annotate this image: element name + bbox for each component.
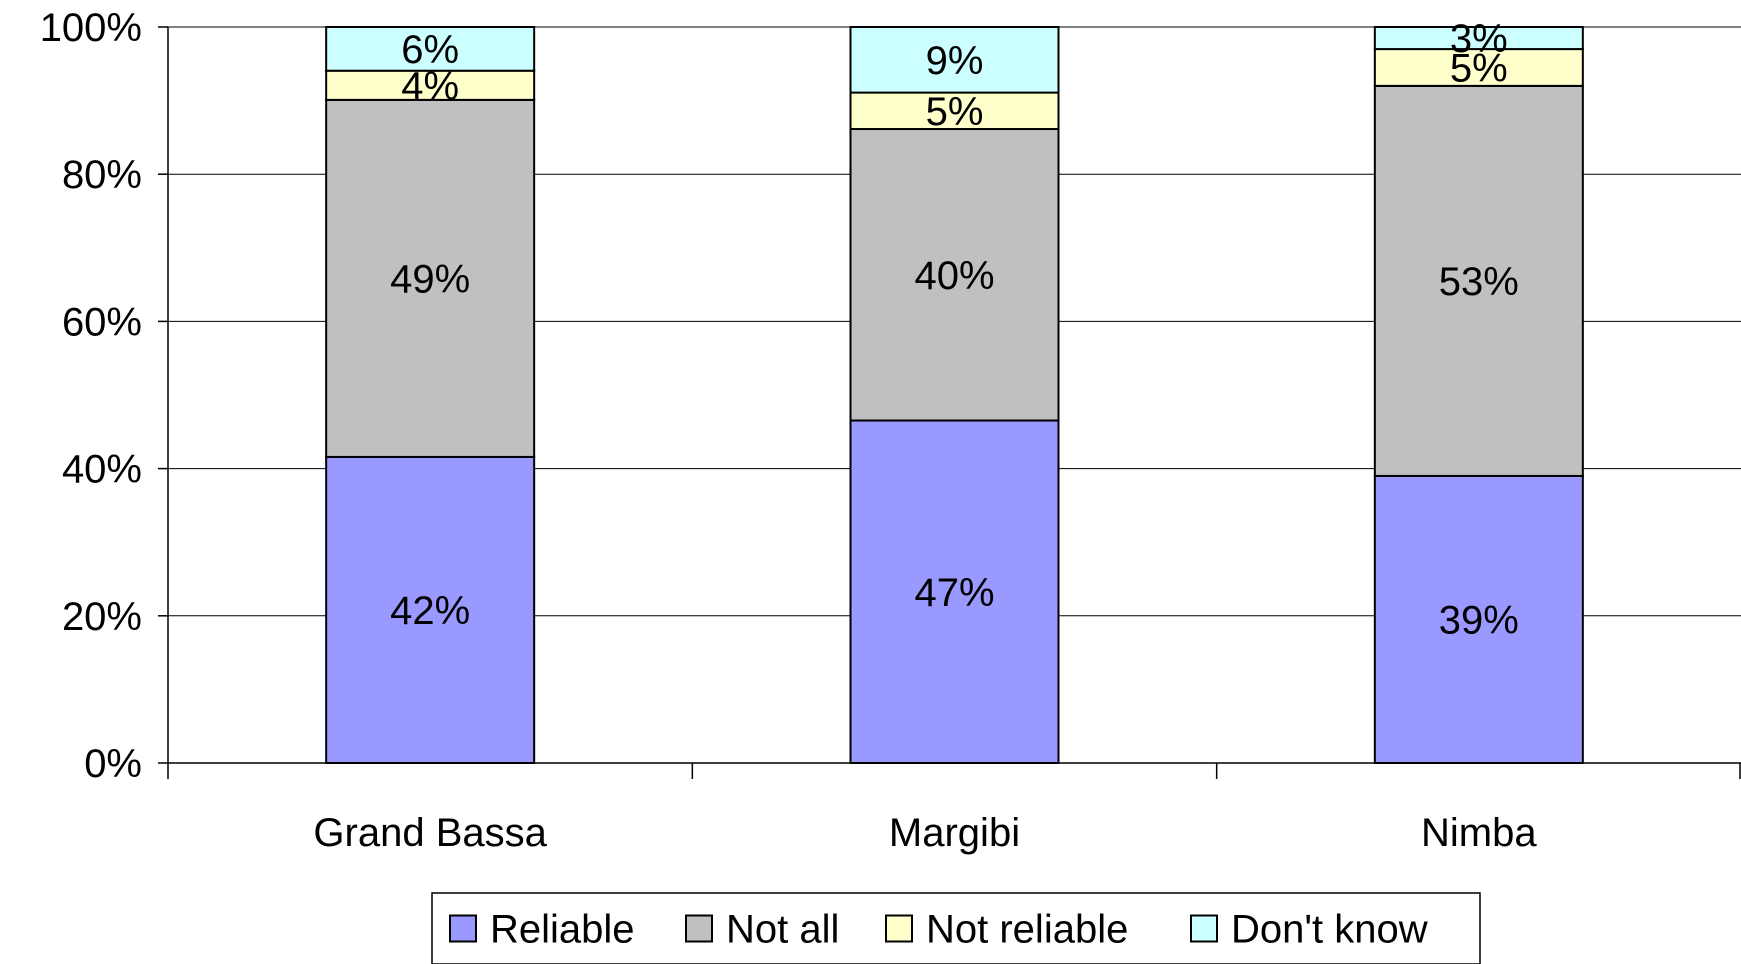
- legend-label-don-t-know: Don't know: [1231, 908, 1428, 952]
- legend-swatch-reliable: [449, 914, 477, 943]
- x-tick-label-nimba: Nimba: [1421, 811, 1537, 855]
- data-label-nimba-not-all: 53%: [1439, 260, 1519, 304]
- data-label-grand-bassa-not-reliable: 4%: [401, 64, 459, 108]
- data-label-margibi-not-all: 40%: [914, 254, 994, 298]
- y-tick-label: 100%: [40, 6, 142, 50]
- bar-grand-bassa-not-reliable: [325, 69, 536, 101]
- data-labels: 42%49%4%6%47%40%5%9%39%53%5%3%: [390, 17, 1519, 642]
- y-tick-label: 0%: [84, 742, 142, 786]
- bars: [325, 26, 1584, 764]
- data-label-grand-bassa-not-all: 49%: [390, 257, 470, 301]
- bar-nimba-don-t-know: [1373, 26, 1584, 51]
- x-tick-label-grand-bassa: Grand Bassa: [313, 811, 547, 855]
- data-label-grand-bassa-reliable: 42%: [390, 589, 470, 633]
- bar-grand-bassa-not-all: [325, 98, 536, 458]
- data-label-margibi-don-t-know: 9%: [926, 39, 984, 83]
- legend: Reliable Not all Not reliable Don't know: [431, 892, 1481, 964]
- bar-nimba-reliable: [1373, 474, 1584, 764]
- legend-label-not-reliable: Not reliable: [926, 908, 1128, 952]
- bar-nimba-not-reliable: [1373, 48, 1584, 87]
- x-tick-label-margibi: Margibi: [889, 811, 1020, 855]
- y-tick-label: 80%: [62, 153, 142, 197]
- bar-nimba-not-all: [1373, 84, 1584, 477]
- bar-margibi-don-t-know: [849, 26, 1060, 94]
- bar-margibi-not-reliable: [849, 91, 1060, 131]
- legend-swatch-not-all: [685, 914, 713, 943]
- data-label-nimba-not-reliable: 5%: [1450, 46, 1508, 90]
- bar-grand-bassa-reliable: [325, 455, 536, 764]
- legend-label-not-all: Not all: [726, 908, 839, 952]
- bar-margibi-not-all: [849, 128, 1060, 422]
- legend-swatch-don-t-know: [1190, 914, 1218, 943]
- legend-box: [431, 892, 1481, 964]
- data-label-margibi-not-reliable: 5%: [926, 90, 984, 134]
- y-tick-label: 20%: [62, 595, 142, 639]
- y-tick-label: 60%: [62, 300, 142, 344]
- data-label-nimba-don-t-know: 3%: [1450, 17, 1508, 61]
- bar-grand-bassa-don-t-know: [325, 26, 536, 72]
- bar-margibi-reliable: [849, 419, 1060, 764]
- data-label-margibi-reliable: 47%: [914, 571, 994, 615]
- data-label-grand-bassa-don-t-know: 6%: [401, 28, 459, 72]
- legend-swatch-not-reliable: [885, 914, 913, 943]
- legend-label-reliable: Reliable: [490, 908, 635, 952]
- data-label-nimba-reliable: 39%: [1439, 598, 1519, 642]
- y-tick-label: 40%: [62, 448, 142, 492]
